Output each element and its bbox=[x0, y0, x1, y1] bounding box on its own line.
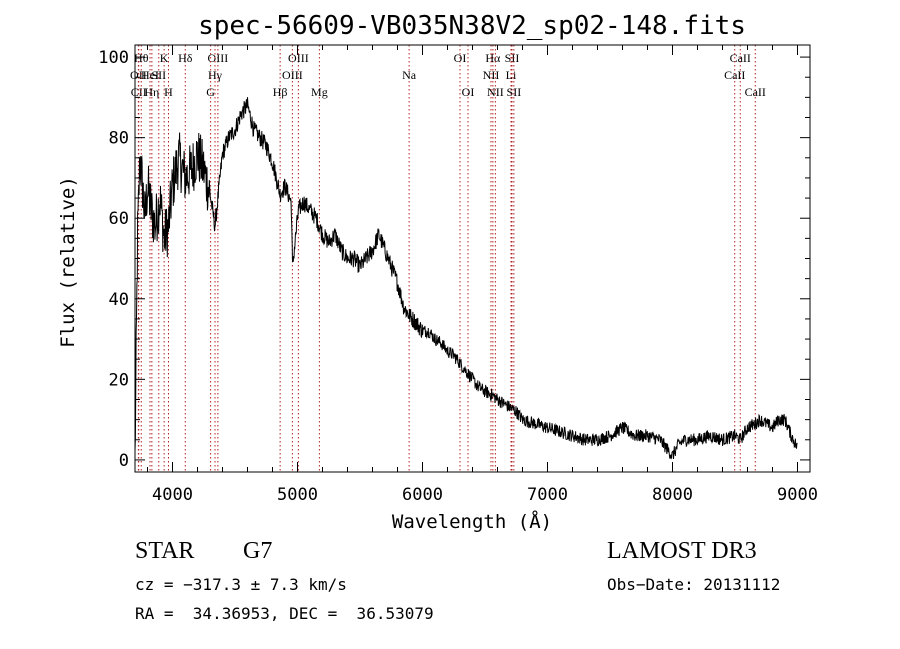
y-tick-label-4: 80 bbox=[109, 129, 129, 149]
line-marker-label-11: G bbox=[206, 85, 215, 99]
survey-name: LAMOST DR3 bbox=[607, 538, 757, 564]
y-tick-label-2: 40 bbox=[109, 290, 129, 310]
line-marker-label-23: Li bbox=[506, 68, 517, 82]
line-marker-label-7: H bbox=[164, 85, 173, 99]
y-tick-label-0: 0 bbox=[119, 451, 129, 471]
line-marker-label-12: Hβ bbox=[273, 85, 288, 99]
line-marker-label-4: HeI bbox=[141, 68, 159, 82]
line-marker-label-19: Hα bbox=[485, 51, 501, 65]
redshift-cz: cz = −317.3 ± 7.3 km/s bbox=[135, 575, 347, 594]
line-marker-label-27: CaII bbox=[745, 85, 766, 99]
object-class: STAR bbox=[135, 538, 195, 564]
y-tick-label-1: 20 bbox=[109, 370, 129, 390]
object-subclass: G7 bbox=[243, 538, 273, 564]
line-marker-label-14: OIII bbox=[282, 68, 303, 82]
line-marker-label-9: OIII bbox=[208, 51, 229, 65]
line-marker-label-3: Hη bbox=[144, 85, 159, 99]
spectrum-line-0 bbox=[134, 97, 798, 460]
line-marker-label-26: CaII bbox=[724, 68, 745, 82]
line-marker-label-13: OIII bbox=[288, 51, 309, 65]
line-marker-label-16: Na bbox=[402, 68, 417, 82]
line-marker-label-22: SII bbox=[505, 51, 520, 65]
line-marker-label-18: OI bbox=[462, 85, 475, 99]
x-tick-label-0: 4000 bbox=[152, 485, 193, 505]
sky-coordinates: RA = 34.36953, DEC = 36.53079 bbox=[135, 604, 434, 623]
spectrum-series bbox=[134, 97, 798, 460]
line-marker-label-24: SII bbox=[507, 85, 522, 99]
x-tick-label-3: 7000 bbox=[527, 485, 568, 505]
line-marker-label-20: NII bbox=[483, 68, 500, 82]
line-marker-label-8: Hδ bbox=[178, 51, 193, 65]
chart-title: spec-56609-VB035N38V2_sp02-148.fits bbox=[198, 11, 746, 41]
line-marker-label-15: Mg bbox=[311, 85, 328, 99]
y-tick-label-3: 60 bbox=[109, 209, 129, 229]
observation-date: Obs−Date: 20131112 bbox=[607, 575, 781, 594]
x-tick-label-4: 8000 bbox=[652, 485, 693, 505]
plot-frame bbox=[134, 44, 811, 473]
line-marker-label-5: K bbox=[160, 51, 169, 65]
line-marker-label-21: NII bbox=[487, 85, 504, 99]
x-tick-label-2: 6000 bbox=[402, 485, 443, 505]
line-marker-label-1: OII bbox=[130, 68, 147, 82]
axes: 4000 5000 6000 7000 8000 9000 0 20 40 60 80 100 bbox=[98, 45, 818, 505]
y-tick-label-5: 100 bbox=[98, 48, 129, 68]
line-marker-label-6: SII bbox=[151, 68, 166, 82]
line-marker-label-10: Hγ bbox=[208, 68, 223, 82]
line-marker-label-2: Hθ bbox=[134, 51, 149, 65]
x-axis-label: Wavelength (Å) bbox=[392, 510, 552, 533]
y-axis-label: Flux (relative) bbox=[57, 176, 79, 348]
line-marker-label-25: CaII bbox=[730, 51, 751, 65]
x-tick-label-1: 5000 bbox=[277, 485, 318, 505]
x-tick-label-5: 9000 bbox=[777, 485, 818, 505]
line-marker-label-17: OI bbox=[454, 51, 467, 65]
